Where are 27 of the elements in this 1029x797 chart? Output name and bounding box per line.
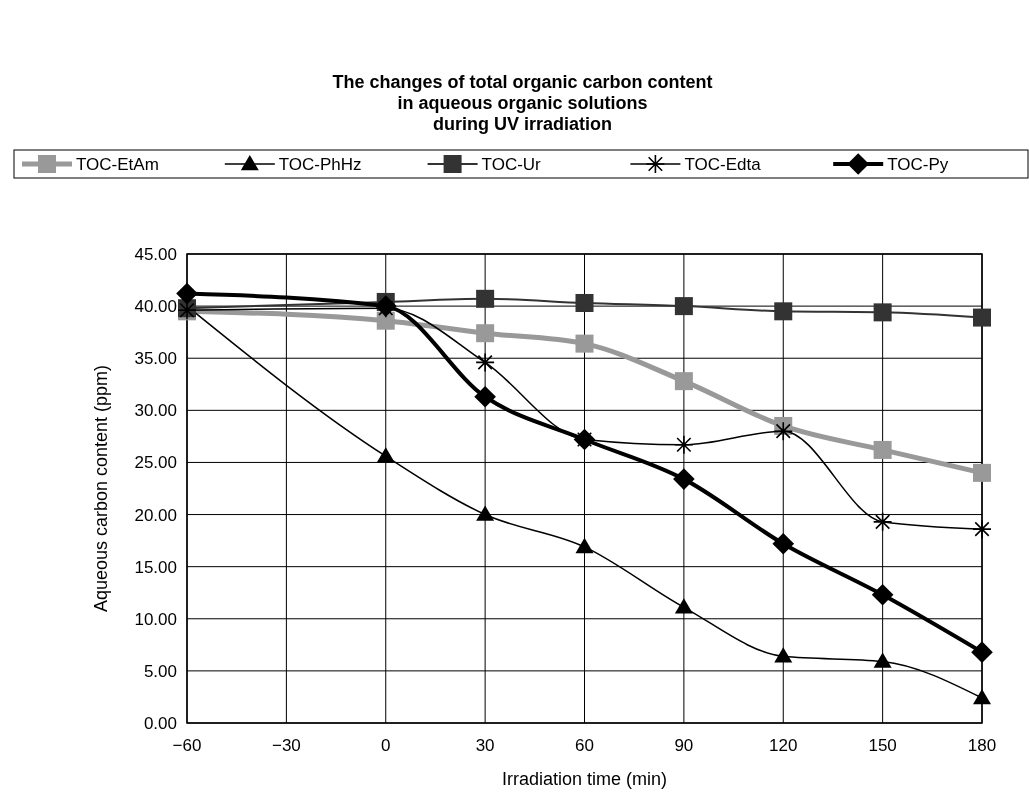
legend-label: TOC-Py [887,155,949,174]
x-tick-label: 90 [674,736,694,755]
legend-label: TOC-Ur [481,155,542,174]
y-tick-label: 30.00 [134,401,177,421]
y-tick-label: 0.00 [143,714,177,733]
x-tick-label: 30 [475,736,495,755]
y-tick-label: 10.00 [134,609,177,629]
x-axis-title: Irradiation time (min) [501,769,668,789]
x-tick-label: 180 [967,736,997,755]
x-tick-label: −60 [172,736,202,755]
legend-label: TOC-PhHz [278,155,362,174]
y-axis-title: Aqueous carbon content (ppm) [91,364,111,613]
y-tick-label: 35.00 [134,349,177,369]
x-tick-label: 120 [769,736,798,755]
legend-label: TOC-EtAm [76,155,159,174]
x-tick-label: 60 [575,736,594,755]
y-tick-label: 25.00 [134,453,177,473]
y-tick-label: 20.00 [134,505,177,525]
chart-title: The changes of total organic carbon content in aqueous organic solutions during UV irradiation [332,72,713,134]
x-tick-label: 0 [381,736,391,755]
x-tick-label: 150 [868,736,897,755]
x-tick-label: −30 [271,736,301,755]
y-tick-label: 5.00 [143,661,177,681]
legend-label: TOC-Edta [684,155,762,174]
y-tick-label: 15.00 [134,557,177,577]
y-tick-label: 45.00 [134,245,177,264]
y-tick-label: 40.00 [134,297,177,317]
